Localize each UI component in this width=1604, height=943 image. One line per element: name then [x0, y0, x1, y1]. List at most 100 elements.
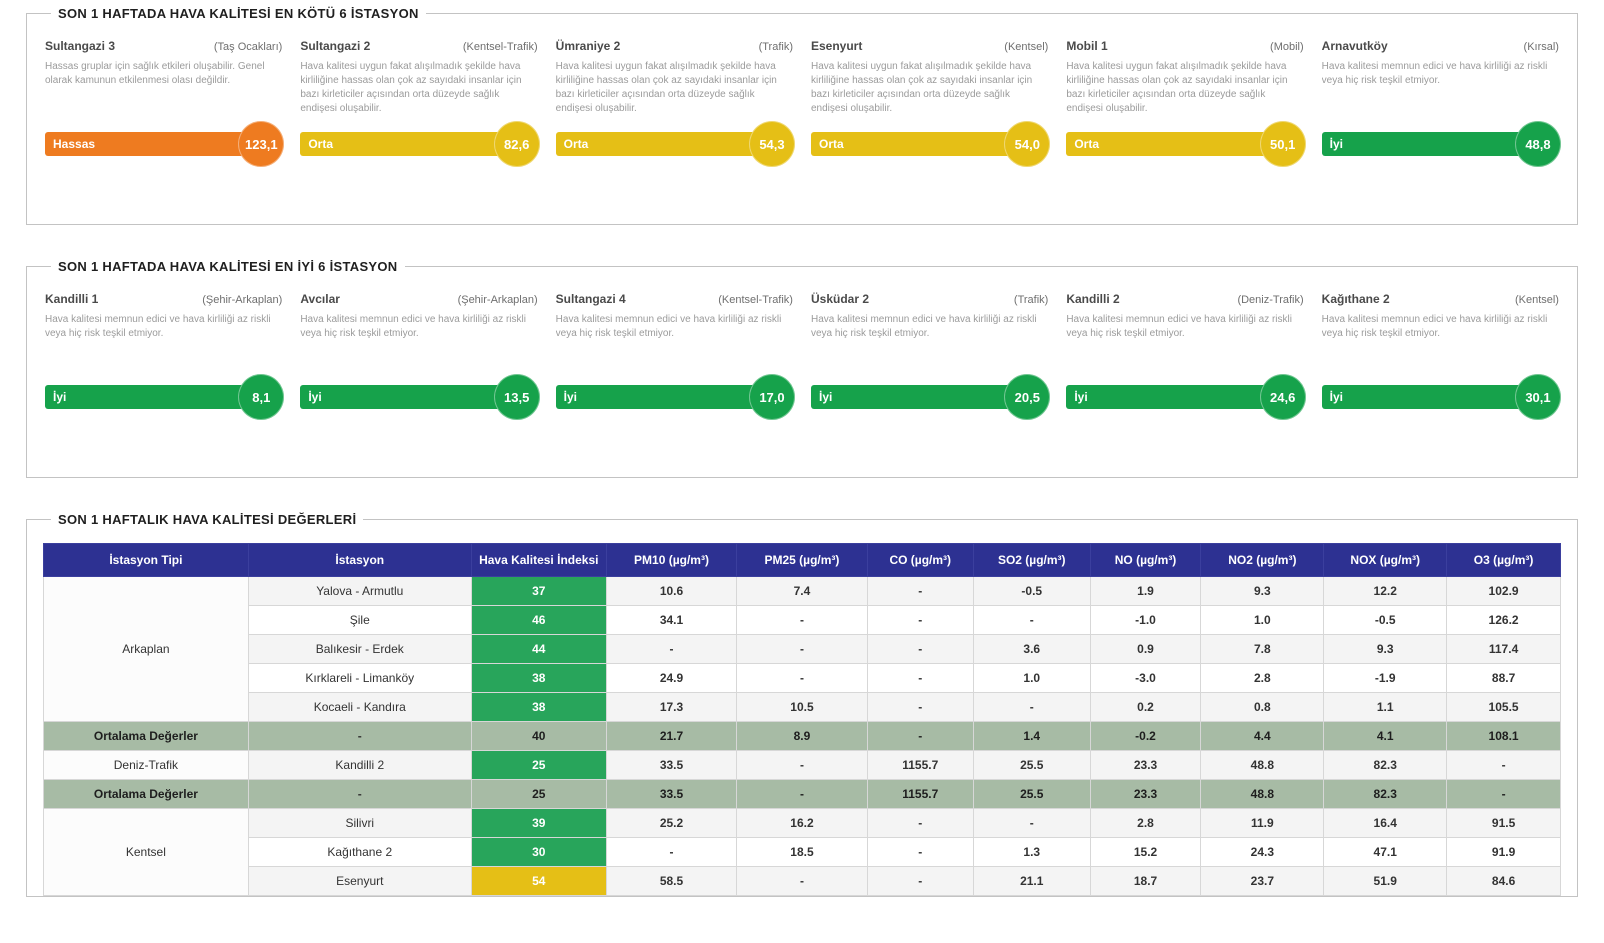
pollutant-value-cell: - [605, 634, 738, 664]
station-row: Arkaplan Yalova - Armutlu 37 10.6 7.4- -0.5 1.… [43, 576, 1561, 722]
station-card[interactable]: Avcılar (Şehir-Arkaplan) Hava kalitesi mem… [300, 292, 540, 423]
pollutant-value-cell: -0.2 [1089, 721, 1202, 751]
station-card[interactable]: Kandilli 1 (Şehir-Arkaplan) Hava kalitesi … [45, 292, 285, 423]
pollutant-value-cell: 21.1 [972, 866, 1091, 896]
pollutant-value-cell: - [972, 692, 1091, 722]
pollutant-value-cell: 82.3 [1323, 750, 1448, 780]
aqi-status-label: Orta [308, 137, 334, 151]
aqi-value-circle: 24,6 [1259, 374, 1306, 420]
pollutant-value-cell: 15.2 [1089, 837, 1202, 867]
station-row: Kocaeli - Kandıra 38 17.3 10.5- -0.2 0.8 1.1 10… [44, 692, 1561, 722]
station-name: Sultangazi 4 [555, 292, 626, 306]
column-header: PM10 (µg/m³) [605, 543, 738, 577]
station-card[interactable]: Sultangazi 4 (Kentsel-Trafik) Hava kalites… [555, 292, 795, 423]
aqi-status-bar: Orta 54,0 [810, 121, 1051, 167]
station-card[interactable]: Arnavutköy (Kırsal) Hava kalitesi memnun e… [1321, 39, 1561, 170]
aqi-index-cell: 25 [470, 750, 607, 780]
station-card-header: Esenyurt (Kentsel) [811, 39, 1048, 53]
pollutant-value-cell: 16.4 [1323, 808, 1448, 838]
station-card-header: Avcılar (Şehir-Arkaplan) [300, 292, 537, 306]
pollutant-value-cell: - [1446, 779, 1561, 809]
station-card[interactable]: Mobil 1 (Mobil) Hava kalitesi uygun fakat … [1066, 39, 1306, 170]
pollutant-value-cell: -1.0 [1089, 605, 1202, 635]
pollutant-value-cell: 12.2 [1323, 576, 1448, 606]
pollutant-value-cell: 1.3 [972, 837, 1091, 867]
pollutant-value-cell: - [736, 779, 868, 809]
station-row: Deniz-Trafik Kandilli 2 25 33.5-1155.7 25.5 2… [43, 750, 1561, 780]
average-row: Ortalama Değerler -40 21.7 8.9-1.4 -0.2 4.4 4.… [43, 721, 1561, 751]
station-type-label: (Kentsel) [1514, 294, 1559, 306]
station-name: Sultangazi 2 [300, 39, 371, 53]
aqi-status-label: Hassas [53, 137, 96, 151]
aqi-status-bar: İyi 24,6 [1066, 374, 1306, 420]
station-name-cell: Balıkesir - Erdek [247, 634, 472, 664]
pollutant-value-cell: 16.2 [736, 808, 868, 838]
pollutant-value-cell: 17.3 [605, 692, 738, 722]
station-card-header: Kandilli 1 (Şehir-Arkaplan) [45, 292, 282, 306]
pollutant-value-cell: 23.3 [1089, 779, 1202, 809]
pollutant-value-cell: - [866, 605, 974, 635]
station-card[interactable]: Kandilli 2 (Deniz-Trafik) Hava kalitesi me… [1066, 292, 1306, 423]
aqi-status-label: Orta [1074, 137, 1100, 151]
air-quality-dashboard: SON 1 HAFTADA HAVA KALİTESİ EN KÖTÜ 6 İS… [26, 6, 1578, 897]
station-name: Kağıthane 2 [1321, 292, 1390, 306]
column-header: NOX (µg/m³) [1323, 543, 1448, 577]
pollutant-value-cell: 88.7 [1446, 663, 1561, 693]
station-description: Hava kalitesi uygun fakat alışılmadık şe… [300, 61, 522, 114]
station-type-label: (Kentsel-Trafik) [462, 41, 538, 53]
pollutant-value-cell: - [605, 837, 738, 867]
aqi-status-label: İyi [1329, 137, 1343, 151]
station-name: Mobil 1 [1066, 39, 1108, 53]
station-type-label: (Şehir-Arkaplan) [457, 294, 538, 306]
station-type-label: (Trafik) [1013, 294, 1049, 306]
aqi-status-bar: Orta 50,1 [1066, 121, 1306, 167]
pollutant-value-cell: 7.4 [736, 576, 868, 606]
pollutant-value-cell: 82.3 [1323, 779, 1448, 809]
station-card[interactable]: Kağıthane 2 (Kentsel) Hava kalitesi memnun… [1321, 292, 1561, 423]
pollutant-value-cell: 10.5 [736, 692, 868, 722]
aqi-status-label: İyi [563, 390, 577, 404]
station-description: Hava kalitesi memnun edici ve hava kirli… [1066, 314, 1292, 339]
pollutant-value-cell: 47.1 [1323, 837, 1448, 867]
pollutant-value-cell: - [736, 750, 868, 780]
pollutant-value-cell: - [866, 576, 974, 606]
pollutant-value-cell: 24.3 [1200, 837, 1325, 867]
pollutant-value-cell: 11.9 [1200, 808, 1325, 838]
column-header: O3 (µg/m³) [1446, 543, 1561, 577]
pollutant-value-cell: - [736, 605, 868, 635]
aqi-status-label: İyi [1074, 390, 1088, 404]
best-station-cards: Kandilli 1 (Şehir-Arkaplan) Hava kalitesi … [43, 284, 1561, 449]
station-card[interactable]: Ümraniye 2 (Trafik) Hava kalitesi uygun fa… [555, 39, 795, 170]
station-card-header: Mobil 1 (Mobil) [1066, 39, 1303, 53]
pollutant-value-cell: 1155.7 [866, 750, 974, 780]
pollutant-value-cell: - [866, 663, 974, 693]
column-header: İstasyon Tipi [43, 543, 249, 577]
station-type-label: (Deniz-Trafik) [1237, 294, 1304, 306]
worst-stations-section: SON 1 HAFTADA HAVA KALİTESİ EN KÖTÜ 6 İS… [26, 6, 1578, 225]
station-description: Hassas gruplar için sağlık etkileri oluş… [45, 61, 265, 86]
pollutant-value-cell: 24.9 [605, 663, 738, 693]
aqi-index-cell: 54 [470, 866, 607, 896]
pollutant-value-cell: 25.2 [605, 808, 738, 838]
pollutant-value-cell: 84.6 [1446, 866, 1561, 896]
station-card[interactable]: Sultangazi 3 (Taş Ocakları) Hassas gruplar… [45, 39, 285, 170]
station-type-label: (Şehir-Arkaplan) [202, 294, 283, 306]
station-card-header: Sultangazi 3 (Taş Ocakları) [45, 39, 282, 53]
station-type-label: (Kırsal) [1523, 41, 1559, 53]
aqi-index-cell: 40 [470, 721, 607, 751]
station-card[interactable]: Sultangazi 2 (Kentsel-Trafik) Hava kalites… [300, 39, 540, 170]
station-row: Kırklareli - Limanköy 38 24.9- -1.0 -3.0 2.8-… [44, 663, 1561, 693]
pollutant-value-cell: 18.7 [1089, 866, 1202, 896]
aqi-status-bar: İyi 20,5 [810, 374, 1051, 420]
pollutant-value-cell: 102.9 [1446, 576, 1561, 606]
station-name-cell: Silivri [247, 808, 472, 838]
aqi-index-cell: 46 [470, 605, 607, 635]
station-name-cell: - [247, 779, 472, 809]
worst-station-cards: Sultangazi 3 (Taş Ocakları) Hassas gruplar… [43, 31, 1561, 196]
station-type-cell: Deniz-Trafik [43, 750, 249, 780]
aqi-status-label: Orta [563, 137, 589, 151]
station-card[interactable]: Esenyurt (Kentsel) Hava kalitesi uygun fak… [810, 39, 1051, 170]
average-row: Ortalama Değerler -25 33.5-1155.7 25.5 23.3 4… [43, 779, 1561, 809]
station-card[interactable]: Üsküdar 2 (Trafik) Hava kalitesi memnun ed… [810, 292, 1051, 423]
aqi-index-cell: 39 [470, 808, 607, 838]
